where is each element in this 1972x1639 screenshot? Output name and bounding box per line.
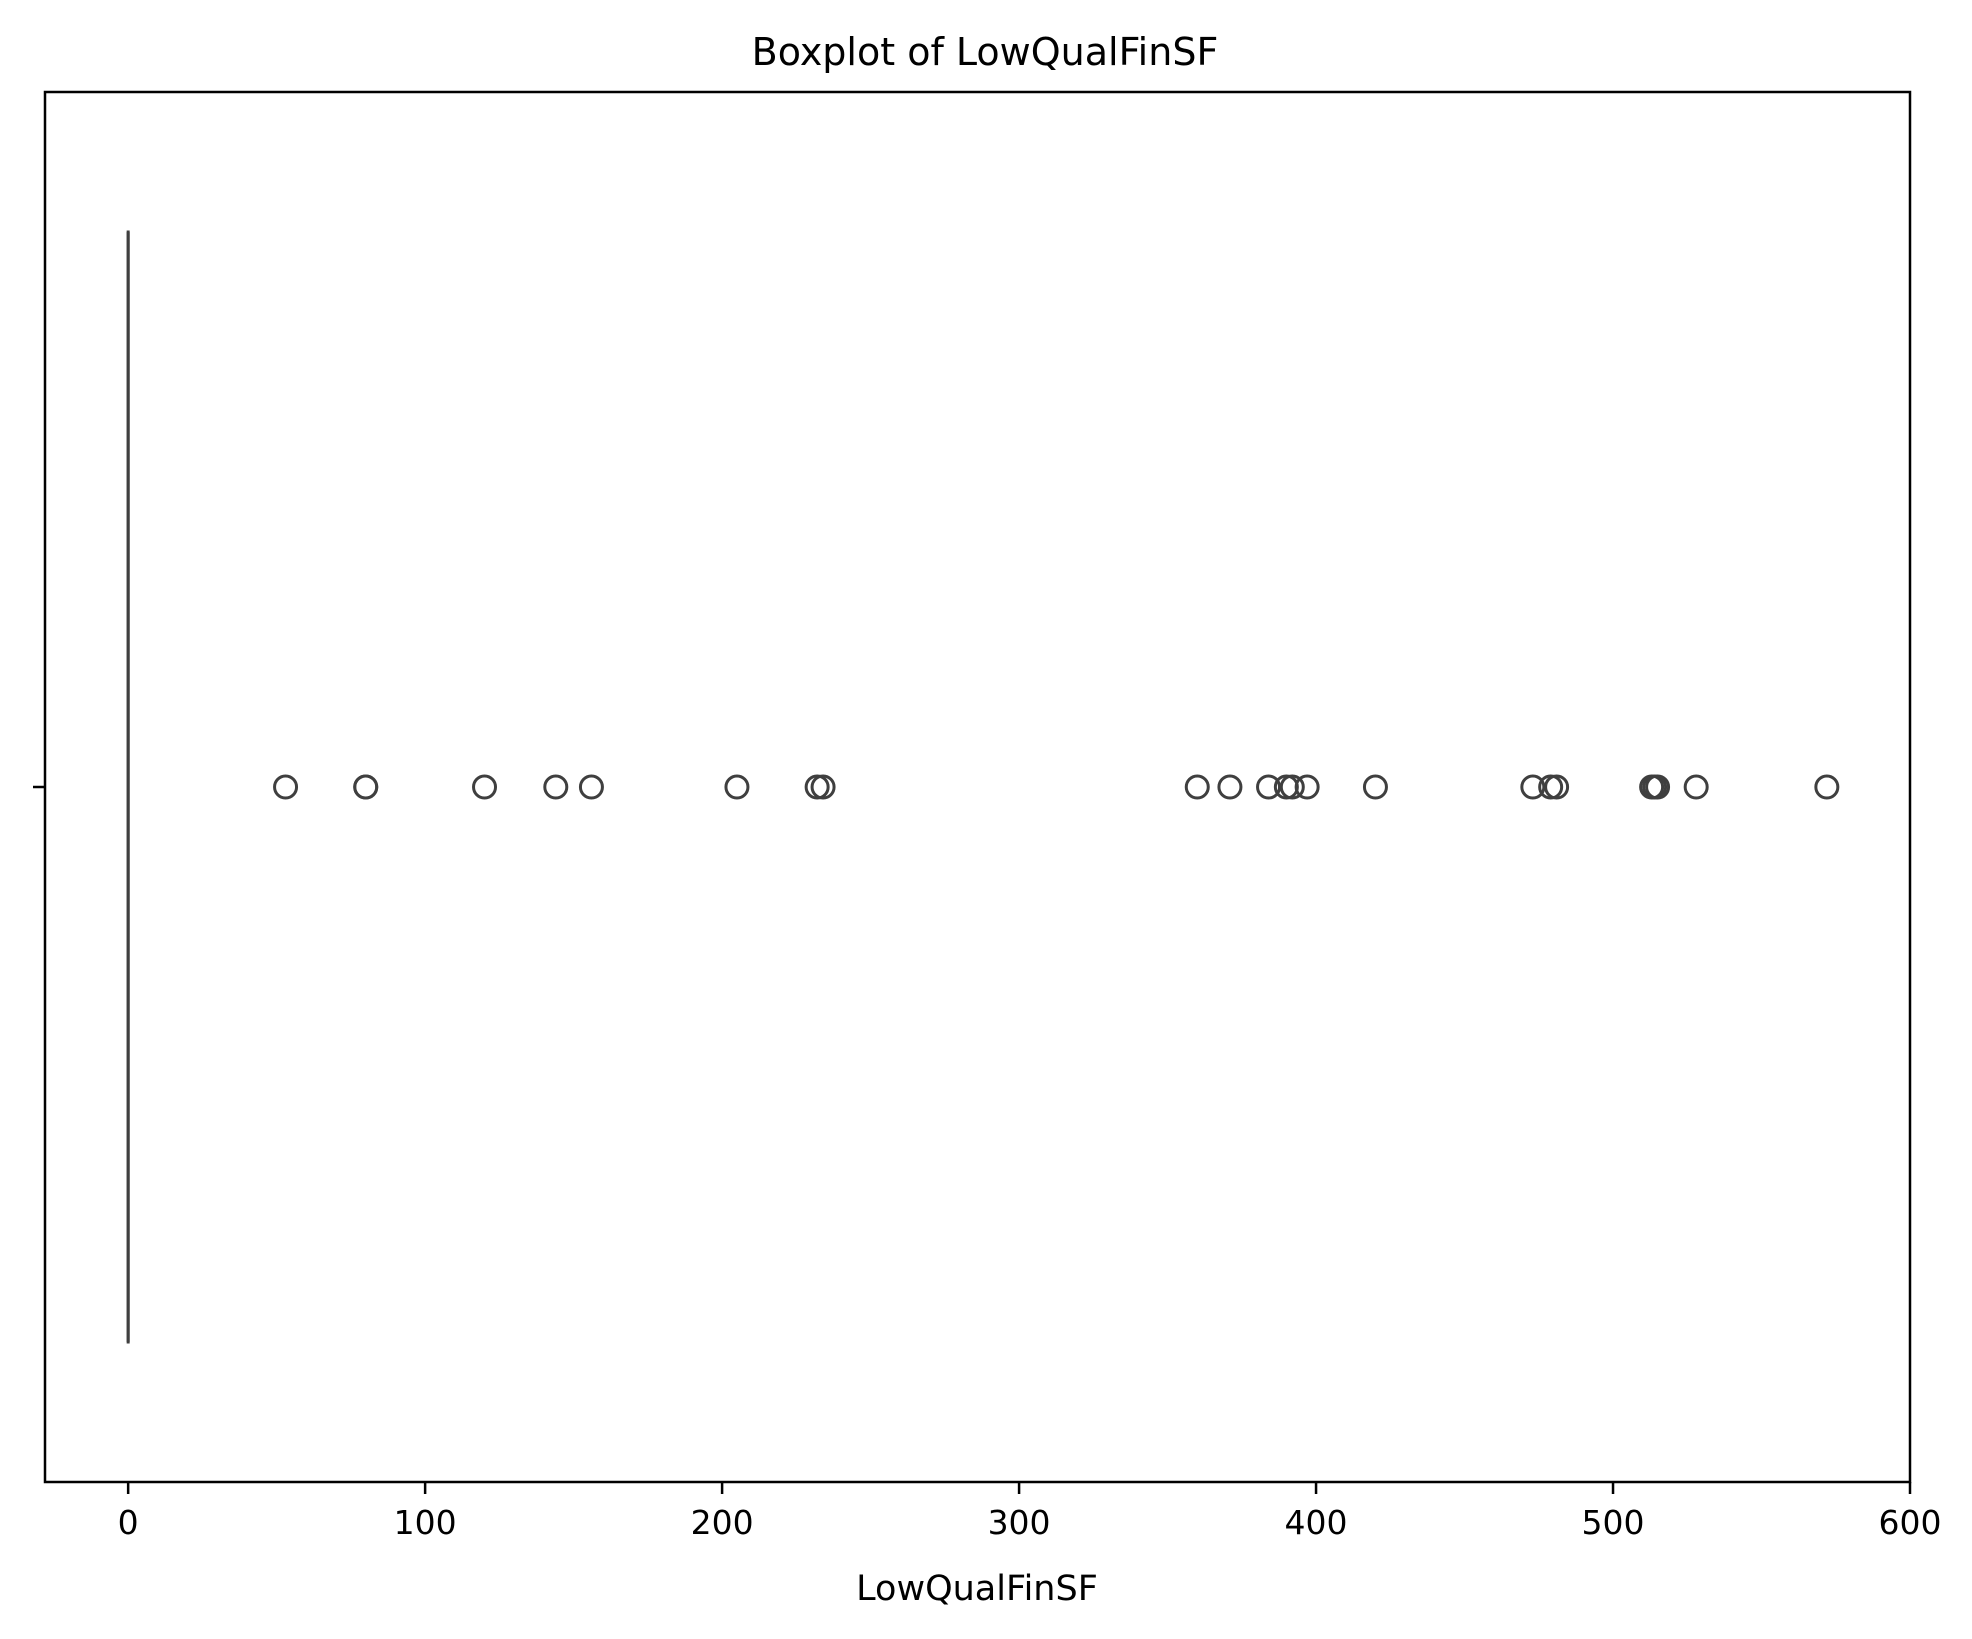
x-tick-label: 0 bbox=[118, 1503, 139, 1542]
x-tick-label: 600 bbox=[1879, 1503, 1942, 1542]
x-tick-label: 100 bbox=[394, 1503, 457, 1542]
x-axis-label: LowQualFinSF bbox=[856, 1569, 1098, 1609]
x-tick-label: 500 bbox=[1582, 1503, 1645, 1542]
chart-title: Boxplot of LowQualFinSF bbox=[752, 30, 1219, 74]
x-tick-label: 400 bbox=[1285, 1503, 1348, 1542]
x-tick-label: 200 bbox=[691, 1503, 754, 1542]
x-tick-label: 300 bbox=[988, 1503, 1051, 1542]
